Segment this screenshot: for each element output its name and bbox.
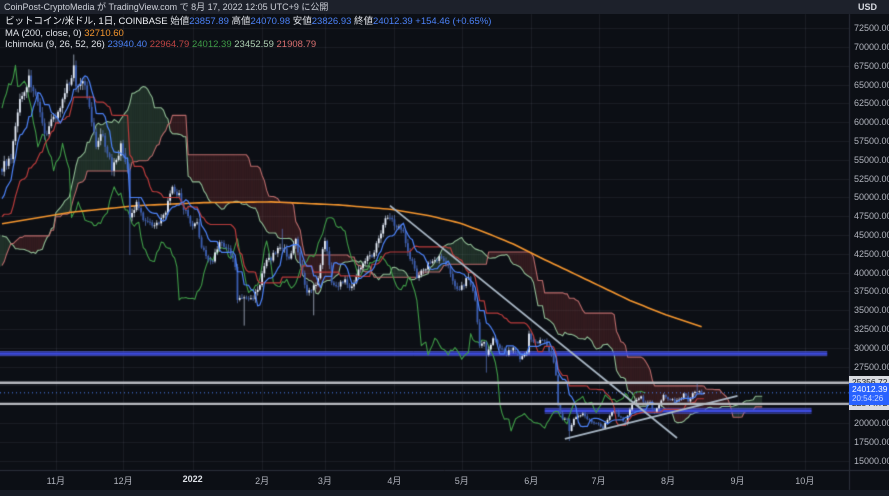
legend-ma-row: MA (200, close, 0) 32710.60 bbox=[5, 28, 491, 40]
publish-text: CoinPost-CryptoMedia が TradingView.com で… bbox=[4, 2, 329, 12]
price-tick: 57500.00 bbox=[854, 136, 889, 146]
ma-label: MA (200, close, 0) bbox=[5, 27, 82, 39]
price-tick: 20000.00 bbox=[854, 418, 889, 428]
currency-label: USD bbox=[857, 2, 877, 12]
price-tick: 50000.00 bbox=[854, 192, 889, 203]
time-tick: 8月 bbox=[661, 476, 676, 486]
ichimoku-value: 23452.59 bbox=[231, 39, 274, 50]
time-tick: 2022 bbox=[182, 474, 203, 484]
price-tick: 15000.00 bbox=[854, 455, 889, 466]
current-price-value: 24012.39 bbox=[852, 383, 888, 394]
price-tick: 30000.00 bbox=[854, 342, 889, 353]
ohlc-value: 24070.98 bbox=[250, 16, 291, 27]
legend-symbol-row: ビットコイン/米ドル, 1日, COINBASE 始値23857.89 高値24… bbox=[5, 16, 491, 28]
price-tick: 47500.00 bbox=[854, 211, 889, 222]
price-tick: 67500.00 bbox=[854, 60, 889, 71]
time-tick: 12月 bbox=[113, 476, 133, 486]
price-tick: 40000.00 bbox=[854, 267, 889, 278]
price-tick: 52500.00 bbox=[854, 173, 889, 184]
price-tick: 42500.00 bbox=[854, 248, 889, 259]
time-tick: 7月 bbox=[591, 476, 606, 486]
bottom-strip bbox=[0, 490, 889, 496]
price-axis[interactable]: 72500.00 70000.00 67500.00 65000.00 62500.00… bbox=[850, 14, 889, 470]
ohlc-label: 始値 bbox=[170, 16, 190, 27]
price-tick: 17500.00 bbox=[854, 436, 889, 447]
time-tick: 6月 bbox=[524, 476, 539, 486]
ma-value: 32710.60 bbox=[84, 27, 124, 39]
legend: ビットコイン/米ドル, 1日, COINBASE 始値23857.89 高値24… bbox=[5, 16, 491, 51]
price-tick: 55000.00 bbox=[854, 154, 889, 165]
symbol-title: ビットコイン/米ドル, 1日, COINBASE bbox=[5, 16, 168, 27]
current-price-label: 24012.39 20:54:26 bbox=[849, 382, 889, 405]
price-tick: 62500.00 bbox=[854, 98, 889, 109]
ohlc-values: 始値23857.89 高値24070.98 安値23826.93 終値24012… bbox=[170, 16, 412, 27]
bar-countdown: 20:54:26 bbox=[852, 393, 884, 403]
time-axis[interactable]: 11月 12月 2022 2月 3月 4月 5月 6月 7月 8月 9月 10月 bbox=[0, 470, 849, 490]
ichimoku-value: 24012.39 bbox=[189, 39, 232, 50]
publish-bar: CoinPost-CryptoMedia が TradingView.com で… bbox=[0, 0, 889, 14]
time-tick: 10月 bbox=[795, 476, 815, 486]
price-tick: 65000.00 bbox=[854, 79, 889, 90]
price-tick: 27500.00 bbox=[854, 361, 889, 372]
ichimoku-value: 22964.79 bbox=[147, 39, 190, 50]
time-tick: 4月 bbox=[387, 476, 402, 486]
ichimoku-label: Ichimoku (9, 26, 52, 26) bbox=[5, 39, 105, 50]
time-tick: 5月 bbox=[454, 476, 469, 486]
ohlc-value: 23826.93 bbox=[311, 16, 352, 27]
ohlc-label: 安値 bbox=[290, 16, 312, 27]
price-tick: 37500.00 bbox=[854, 286, 889, 297]
ichimoku-value: 23940.40 bbox=[107, 39, 148, 50]
time-tick: 9月 bbox=[730, 476, 745, 486]
price-tick: 32500.00 bbox=[854, 324, 889, 334]
price-tick: 60000.00 bbox=[854, 117, 889, 128]
time-tick: 11月 bbox=[46, 476, 65, 486]
time-tick: 2月 bbox=[255, 476, 270, 486]
price-tick: 72500.00 bbox=[854, 23, 889, 34]
change-value: +154.46 (+0.65%) bbox=[415, 16, 492, 27]
legend-ichimoku-row: Ichimoku (9, 26, 52, 26) 23940.40 22964.… bbox=[5, 39, 491, 51]
price-tick: 45000.00 bbox=[854, 230, 889, 240]
price-tick: 35000.00 bbox=[854, 305, 889, 316]
ohlc-value: 23857.89 bbox=[189, 16, 229, 27]
ichimoku-values: 23940.40 22964.79 24012.39 23452.59 2190… bbox=[107, 39, 316, 50]
price-tick: 70000.00 bbox=[854, 42, 889, 52]
ohlc-label: 終値 bbox=[351, 16, 374, 27]
time-tick: 3月 bbox=[317, 476, 332, 486]
ohlc-label: 高値 bbox=[228, 16, 251, 27]
ichimoku-value: 21908.79 bbox=[273, 39, 317, 50]
ohlc-value: 24012.39 bbox=[373, 16, 413, 27]
